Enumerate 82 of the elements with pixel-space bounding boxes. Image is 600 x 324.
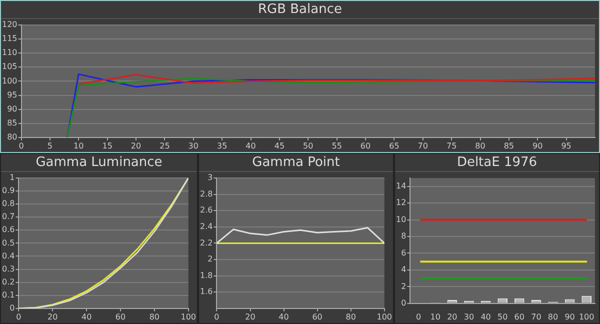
y-tick-label: 8 [401,232,406,241]
chart-title: Gamma Point [199,154,393,172]
x-tick-label: 75 [446,141,457,150]
y-tick-label: 3 [208,173,213,182]
y-tick-label: 0.2 [2,277,15,286]
y-tick-label: 105 [2,62,18,72]
y-tick-label: 100 [2,76,18,86]
y-tick-label: 0.1 [2,290,15,300]
y-tick-label: 95 [7,90,18,100]
x-tick-label: 30 [188,141,198,150]
x-tick-label: 40 [81,312,92,322]
x-tick-label: 10 [74,141,84,150]
x-tick-label: 0 [18,141,24,150]
x-tick-label: 100 [180,312,196,322]
y-tick-label: 1 [10,173,15,182]
x-tick-label: 40 [278,312,289,322]
y-tick-label: 90 [7,104,18,114]
y-tick-label: 0.5 [2,238,15,248]
x-tick-label: 60 [360,141,371,150]
x-tick-label: 100 [578,312,594,322]
x-tick-label: 20 [245,312,256,322]
y-tick-label: 85 [7,118,18,128]
x-tick-label: 100 [376,312,392,322]
x-tick-label: 40 [246,141,256,150]
x-tick-label: 65 [389,141,400,150]
y-tick-label: 2 [208,254,213,264]
x-tick-label: 80 [475,141,486,150]
y-tick-label: 0.9 [2,186,15,196]
x-tick-label: 60 [115,312,126,322]
x-tick-label: 85 [504,141,514,150]
x-tick-label: 50 [303,141,314,150]
x-tick-label: 20 [447,312,458,322]
y-tick-label: 1.8 [200,270,213,280]
y-tick-label: 12 [396,198,406,208]
y-tick-label: 0.4 [2,251,15,260]
x-tick-label: 80 [149,312,160,322]
y-tick-label: 2.8 [200,189,213,198]
x-tick-label: 95 [561,141,572,150]
y-tick-label: 2 [401,282,406,291]
y-tick-label: 0.6 [2,225,15,234]
y-tick-label: 0.3 [2,264,15,274]
x-tick-label: 0 [416,312,422,322]
y-tick-label: 0.7 [2,212,15,222]
y-tick-label: 0.8 [2,199,15,208]
y-tick-label: 4 [401,265,406,274]
x-tick-label: 50 [497,312,508,322]
x-tick-label: 55 [332,141,342,150]
x-tick-label: 80 [548,312,558,322]
x-tick-label: 90 [564,312,575,322]
x-tick-label: 30 [464,312,474,322]
x-tick-label: 70 [531,312,542,322]
y-tick-label: 2.4 [200,222,213,231]
y-tick-label: 14 [396,181,406,190]
y-tick-label: 110 [2,48,18,58]
chart-title: RGB Balance [1,1,599,19]
x-tick-label: 60 [514,312,524,322]
x-tick-label: 35 [216,141,228,150]
y-tick-label: 115 [2,34,18,44]
y-tick-label: 2.2 [200,238,213,248]
y-tick-label: 0 [10,303,15,312]
x-tick-label: 80 [346,312,356,322]
x-tick-label: 20 [48,312,58,322]
x-tick-label: 15 [102,141,112,150]
x-tick-label: 20 [130,141,142,150]
x-tick-label: 60 [312,312,322,322]
y-tick-label: 1.6 [200,287,213,296]
x-tick-label: 25 [160,141,170,150]
x-tick-label: 10 [430,312,440,322]
x-tick-label: 70 [418,141,428,150]
y-tick-label: 120 [2,20,18,30]
chart-title: Gamma Luminance [1,154,197,172]
y-tick-label: 2.6 [200,206,213,215]
x-tick-label: 45 [274,141,285,150]
x-tick-label: 40 [480,312,491,322]
chart-title: DeltaE 1976 [395,154,599,172]
x-tick-label: 90 [532,141,543,150]
y-tick-label: 80 [7,132,18,142]
y-tick-label: 0 [401,298,406,308]
x-tick-label: 5 [47,141,53,150]
y-tick-label: 10 [396,214,406,224]
x-tick-label: 0 [214,312,220,322]
y-tick-label: 6 [401,248,406,258]
